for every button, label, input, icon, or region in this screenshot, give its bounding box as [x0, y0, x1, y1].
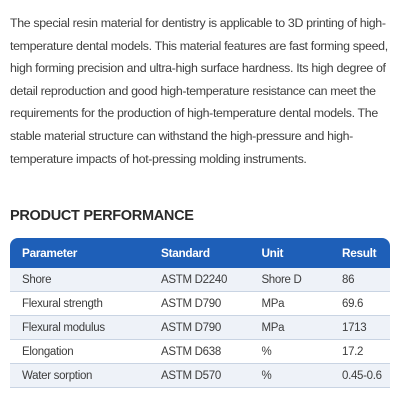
- cell-parameter: Flexural modulus: [10, 316, 150, 341]
- table-row: Flexural modulus ASTM D790 MPa 1713: [10, 316, 390, 341]
- table-row: Elongation ASTM D638 % 17.2: [10, 340, 390, 365]
- performance-table: Parameter Standard Unit Result Shore AST…: [10, 238, 390, 389]
- header-row: Parameter Standard Unit Result: [10, 238, 390, 269]
- cell-result: 69.6: [329, 292, 390, 317]
- cell-unit: MPa: [249, 316, 330, 341]
- cell-parameter: Flexural strength: [10, 292, 150, 317]
- cell-unit: %: [249, 364, 330, 389]
- header-standard: Standard: [149, 238, 250, 269]
- section-title: PRODUCT PERFORMANCE: [10, 208, 194, 225]
- table-row: Water sorption ASTM D570 % 0.45-0.6: [10, 364, 390, 389]
- table-row: Flexural strength ASTM D790 MPa 69.6: [10, 292, 390, 317]
- cell-standard: ASTM D638: [149, 340, 250, 365]
- cell-result: 0.45-0.6: [329, 364, 390, 389]
- cell-standard: ASTM D790: [149, 292, 250, 317]
- cell-unit: MPa: [249, 292, 330, 317]
- cell-result: 1713: [329, 316, 390, 341]
- table-header: Parameter Standard Unit Result: [10, 238, 390, 269]
- cell-standard: ASTM D570: [149, 364, 250, 389]
- intro-paragraph: The special resin material for dentistry…: [10, 16, 388, 166]
- cell-result: 17.2: [329, 340, 390, 365]
- cell-standard: ASTM D790: [149, 316, 250, 341]
- header-parameter: Parameter: [10, 238, 150, 269]
- header-result: Result: [329, 238, 390, 269]
- header-unit: Unit: [249, 238, 330, 269]
- cell-standard: ASTM D2240: [149, 268, 250, 293]
- cell-unit: Shore D: [249, 268, 330, 293]
- cell-parameter: Water sorption: [10, 364, 150, 389]
- table-row: Shore ASTM D2240 Shore D 86: [10, 268, 390, 293]
- cell-parameter: Elongation: [10, 340, 150, 365]
- cell-unit: %: [249, 340, 330, 365]
- cell-result: 86: [329, 268, 390, 293]
- table-body: Shore ASTM D2240 Shore D 86 Flexural str…: [10, 268, 390, 389]
- cell-parameter: Shore: [10, 268, 150, 293]
